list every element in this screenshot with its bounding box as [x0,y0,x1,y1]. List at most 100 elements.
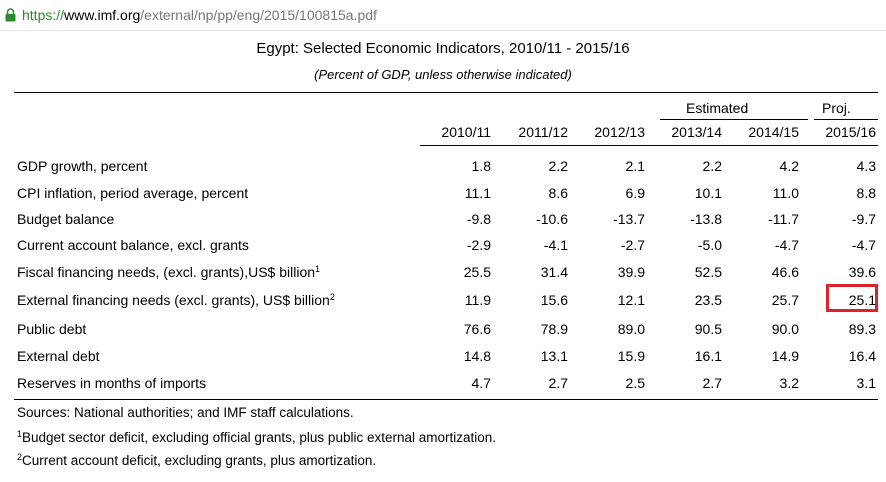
table-row: GDP growth, percent 1.8 2.2 2.1 2.2 4.2 4.3 [0,158,886,180]
table-cell: 3.1 [856,375,876,391]
table-cell: 13.1 [540,348,568,364]
table-cell: 4.3 [856,158,876,174]
estimated-underline [660,119,808,120]
table-cell: 89.3 [848,321,876,337]
table-cell: 46.6 [771,264,799,280]
url-path: /external/np/pp/eng/2015/100815a.pdf [140,7,377,23]
table-cell: 4.2 [779,158,799,174]
table-cell: -13.8 [690,211,722,227]
row-label: External financing needs (excl. grants),… [17,292,335,308]
year-header: 2012/13 [594,124,645,140]
table-cell: 8.8 [856,185,876,201]
table-row: Public debt 76.6 78.9 89.0 90.5 90.0 89.3 [0,321,886,343]
row-label-text: External financing needs (excl. grants),… [17,292,330,308]
highlight-box [826,284,878,312]
url-text[interactable]: https://www.imf.org/external/np/pp/eng/2… [22,7,377,23]
table-cell: 8.6 [548,185,568,201]
table-cell: 52.5 [694,264,722,280]
row-label-text: Budget balance [17,211,115,227]
table-row: Fiscal financing needs, (excl. grants),U… [0,264,886,286]
table-row: Budget balance -9.8 -10.6 -13.7 -13.8 -11.7 -9… [0,211,886,233]
row-label-text: GDP growth, percent [17,158,148,174]
row-label: Current account balance, excl. grants [17,237,249,253]
table-cell: -9.7 [851,211,876,227]
table-cell: 10.1 [694,185,722,201]
table-cell: 90.5 [694,321,722,337]
table-cell: 25.1 [848,292,876,308]
year-header: 2014/15 [748,124,799,140]
table-cell: -5.0 [697,237,722,253]
table-cell: 11.1 [464,185,491,201]
header-estimated: Estimated [686,100,749,116]
table-cell: 2.2 [702,158,722,174]
table-cell: 89.0 [617,321,645,337]
row-label: External debt [17,348,100,364]
header-proj: Proj. [822,100,851,116]
table-cell: 4.7 [471,375,491,391]
sources-note: Sources: National authorities; and IMF s… [17,405,354,420]
year-header: 2013/14 [671,124,722,140]
table-cell: 12.1 [617,292,645,308]
table-cell: 15.6 [540,292,568,308]
footnote-mark: 1 [315,264,321,274]
table-cell: -11.7 [768,211,799,227]
table-cell: 31.4 [540,264,568,280]
row-label-text: External debt [17,348,100,364]
table-cell: 15.9 [617,348,645,364]
table-cell: 6.9 [625,185,645,201]
footnote-2-mark: 2 [17,452,23,462]
table-cell: 2.7 [548,375,568,391]
table-cell: -4.7 [851,237,876,253]
table-row: CPI inflation, period average, percent 11… [0,185,886,207]
table-cell: 76.6 [463,321,491,337]
table-cell: -10.6 [536,211,568,227]
table-cell: 2.5 [625,375,645,391]
address-bar[interactable]: https://www.imf.org/external/np/pp/eng/2… [0,0,886,31]
table-cell: 16.1 [694,348,722,364]
row-label-text: Fiscal financing needs, (excl. grants),U… [17,264,316,280]
table-cell: 11.0 [772,185,799,201]
year-header: 2011/12 [518,124,568,140]
table-cell: 14.9 [771,348,799,364]
row-label: CPI inflation, period average, percent [17,185,248,201]
lock-icon [5,8,16,22]
table-row: External debt 14.8 13.1 15.9 16.1 14.9 16.4 [0,348,886,370]
table-cell: -9.8 [466,211,491,227]
row-label-text: CPI inflation, period average, percent [17,185,249,201]
table-cell: 2.1 [625,158,645,174]
footnote-1-mark: 1 [17,429,23,439]
top-rule [14,92,878,93]
table-cell: 78.9 [540,321,568,337]
row-label-text: Reserves in months of imports [17,375,207,391]
table-row: External financing needs (excl. grants),… [0,292,886,314]
year-header: 2010/11 [441,124,491,140]
table-row: Current account balance, excl. grants -2.… [0,237,886,259]
table-cell: 14.8 [463,348,491,364]
table-cell: 23.5 [694,292,722,308]
footnote-2: 2Current account deficit, excluding gran… [17,452,376,468]
year-header: 2015/16 [825,124,876,140]
table-cell: 39.6 [848,264,876,280]
table-cell: 3.2 [779,375,799,391]
footnote-1: 1Budget sector deficit, excluding offici… [17,429,496,445]
table-cell: -2.7 [620,237,645,253]
table-cell: 25.5 [463,264,491,280]
footnote-1-text: Budget sector deficit, excluding officia… [22,430,497,445]
row-label-text: Public debt [17,321,87,337]
table-cell: 2.7 [702,375,722,391]
row-label: Public debt [17,321,86,337]
url-host: www.imf.org [64,7,141,23]
row-label: Fiscal financing needs, (excl. grants),U… [17,264,320,280]
header-rule [420,145,878,146]
row-label: Budget balance [17,211,114,227]
table-cell: 11.9 [464,292,491,308]
table-cell: 90.0 [771,321,799,337]
row-label: GDP growth, percent [17,158,147,174]
table-cell: -2.9 [466,237,491,253]
row-label: Reserves in months of imports [17,375,206,391]
footnote-2-text: Current account deficit, excluding grant… [22,453,377,468]
table-cell: -13.7 [613,211,645,227]
row-label-text: Current account balance, excl. grants [17,237,249,253]
table-cell: 16.4 [848,348,876,364]
table-cell: 1.8 [471,158,491,174]
